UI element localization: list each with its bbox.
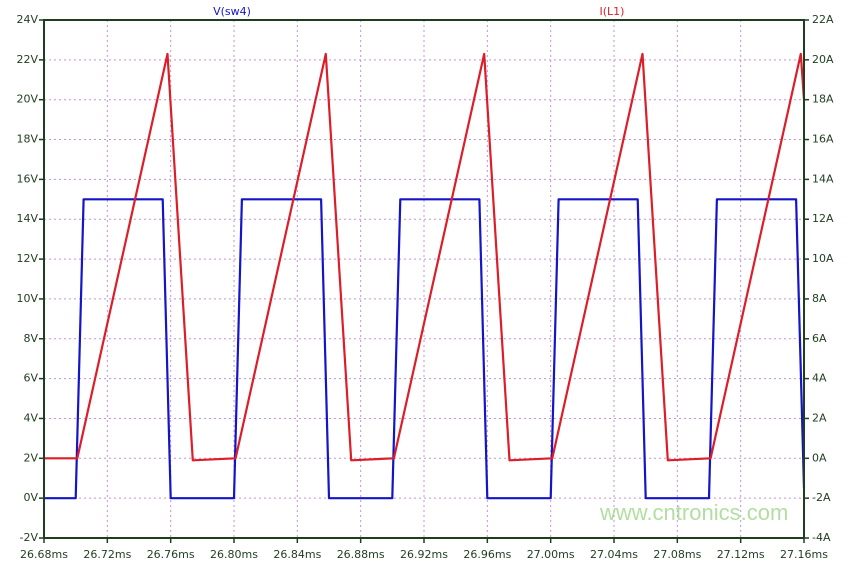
y-left-tick-label: 16V <box>16 172 38 185</box>
x-tick-label: 26.80ms <box>210 548 258 561</box>
x-tick-label: 26.96ms <box>463 548 511 561</box>
y-right-tick-label: 12A <box>812 212 834 225</box>
y-right-tick-label: 22A <box>812 13 834 26</box>
y-left-tick-label: 0V <box>23 491 38 504</box>
x-tick-label: 26.72ms <box>83 548 131 561</box>
y-left-tick-label: 24V <box>16 13 38 26</box>
y-right-tick-label: 8A <box>812 292 827 305</box>
y-right-tick-label: 0A <box>812 451 827 464</box>
y-right-tick-label: 2A <box>812 411 827 424</box>
traces <box>44 52 806 500</box>
ticks: 26.68ms 26.72ms 26.76ms 26.80ms 26.84ms 26.88… <box>16 13 834 561</box>
x-tick-label: 27.12ms <box>717 548 765 561</box>
x-tick-label: 26.92ms <box>400 548 448 561</box>
y-right-tick-label: 6A <box>812 332 827 345</box>
y-left-tick-label: 6V <box>23 372 38 385</box>
y-right-tick-label: 16A <box>812 133 834 146</box>
y-right-tick-label: 4A <box>812 372 827 385</box>
x-tick-label: 26.88ms <box>337 548 385 561</box>
x-tick-label: 26.76ms <box>147 548 195 561</box>
x-tick-label: 27.16ms <box>780 548 828 561</box>
x-tick-label: 26.68ms <box>20 548 68 561</box>
y-left-tick-label: 12V <box>16 252 38 265</box>
x-tick-label: 27.08ms <box>653 548 701 561</box>
series-label: I(L1) <box>600 5 625 18</box>
y-left-tick-label: 22V <box>16 53 38 66</box>
y-left-tick-label: 2V <box>23 451 38 464</box>
y-left-tick-label: -2V <box>20 531 39 544</box>
series-label: V(sw4) <box>213 5 251 18</box>
y-right-tick-label: -4A <box>812 531 831 544</box>
watermark: www.cntronics.com <box>600 500 789 525</box>
y-left-tick-label: 8V <box>23 332 38 345</box>
grid <box>44 20 804 538</box>
y-left-tick-label: 18V <box>16 133 38 146</box>
y-left-tick-label: 4V <box>23 411 38 424</box>
y-right-tick-label: 20A <box>812 53 834 66</box>
y-right-tick-label: -2A <box>812 491 831 504</box>
series-labels: V(sw4) I(L1) <box>213 5 624 18</box>
y-left-tick-label: 14V <box>16 212 38 225</box>
y-right-tick-label: 14A <box>812 172 834 185</box>
y-left-tick-label: 10V <box>16 292 38 305</box>
y-right-tick-label: 10A <box>812 252 834 265</box>
y-right-tick-label: 18A <box>812 93 834 106</box>
series-line-il1 <box>44 52 806 462</box>
x-tick-label: 27.04ms <box>590 548 638 561</box>
x-tick-label: 27.00ms <box>527 548 575 561</box>
series-line-vsw4 <box>44 198 806 500</box>
y-left-tick-label: 20V <box>16 93 38 106</box>
x-tick-label: 26.84ms <box>273 548 321 561</box>
